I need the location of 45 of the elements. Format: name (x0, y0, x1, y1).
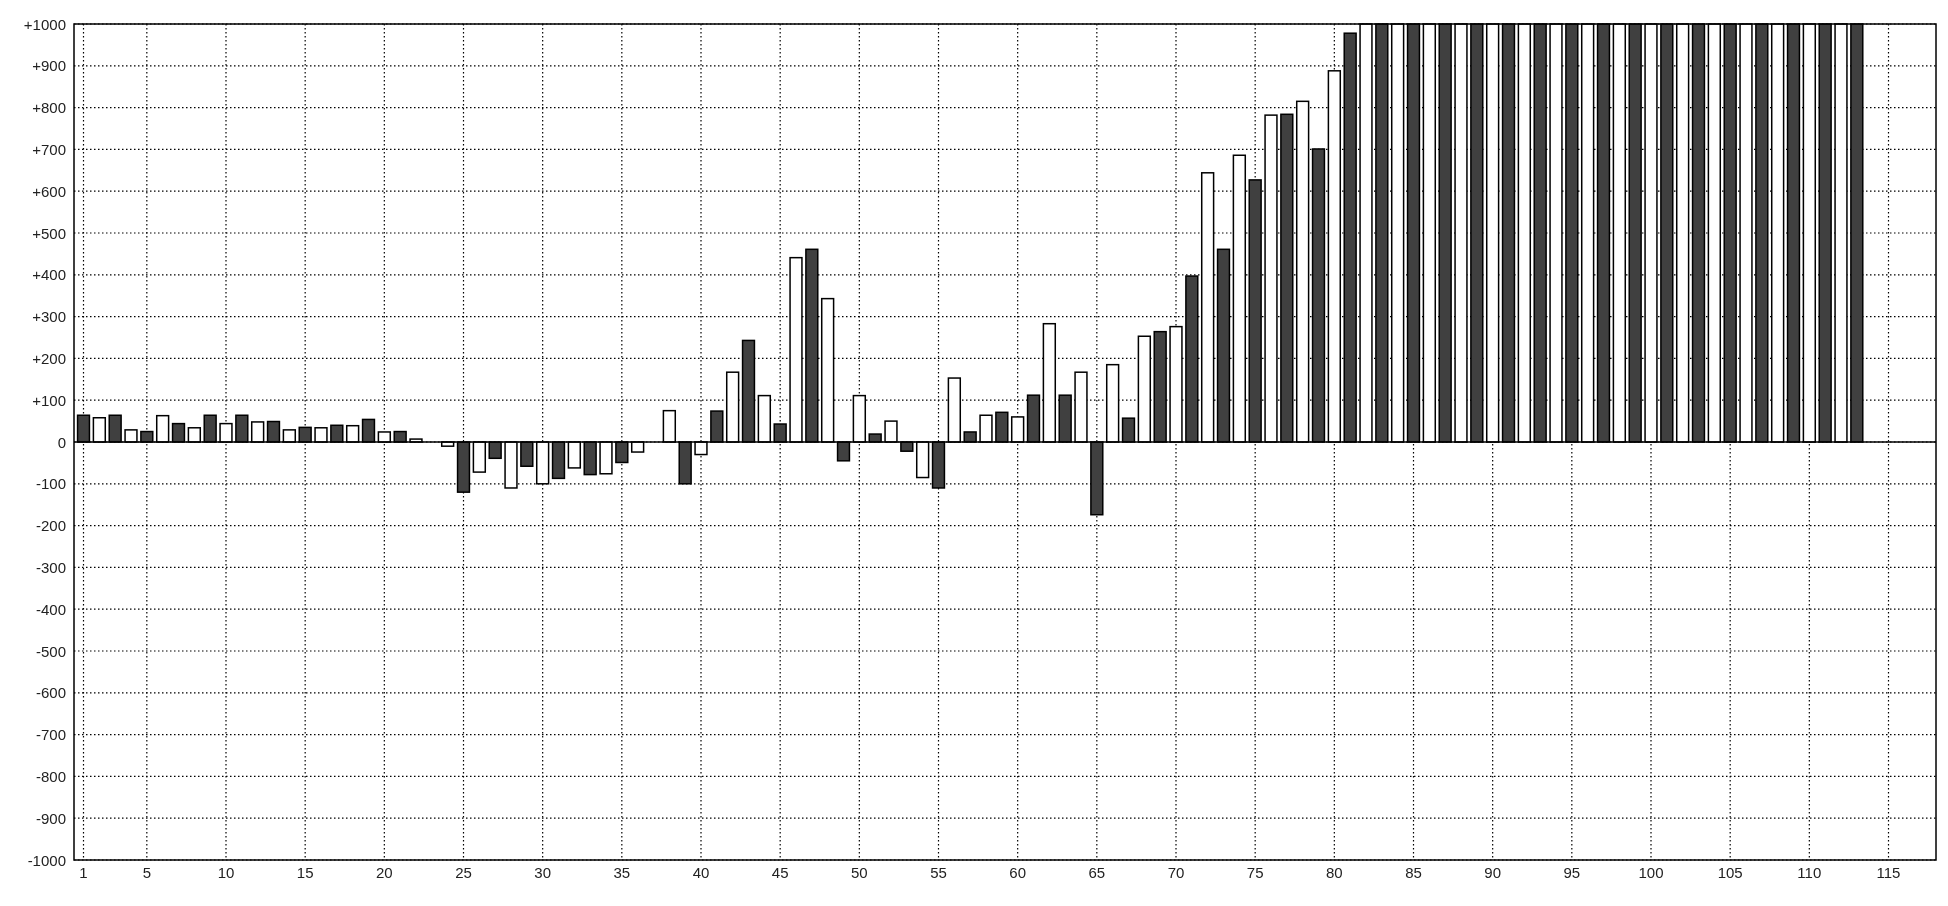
x-tick-label: 15 (296, 864, 314, 881)
y-tick-label: +400 (32, 266, 66, 284)
y-tick-label: -400 (35, 600, 66, 618)
x-tick-label: 85 (1405, 864, 1422, 881)
x-tick-label: 45 (771, 864, 789, 881)
x-tick-label: 110 (1797, 864, 1822, 881)
y-tick-label: +600 (32, 182, 66, 200)
y-tick-label: -1000 (27, 851, 66, 869)
y-tick-label: +1000 (23, 15, 66, 33)
y-tick-label: +500 (32, 224, 66, 242)
y-tick-label: 0 (57, 433, 66, 451)
x-tick-label: 10 (217, 864, 235, 881)
x-tick-label: 80 (1325, 864, 1343, 881)
y-tick-label: -100 (35, 475, 66, 493)
y-tick-label: -300 (35, 558, 66, 576)
y-tick-label: -600 (35, 684, 66, 702)
x-tick-label: 1 (79, 864, 88, 881)
x-tick-label: 70 (1167, 864, 1185, 881)
y-tick-label: +900 (32, 57, 66, 75)
y-tick-label: -500 (35, 642, 66, 660)
x-tick-label: 115 (1876, 864, 1901, 881)
x-tick-label: 90 (1484, 864, 1502, 881)
y-tick-label: -800 (35, 767, 66, 785)
x-tick-label: 95 (1563, 864, 1581, 881)
y-tick-label: -200 (35, 517, 66, 535)
x-tick-label: 35 (613, 864, 631, 881)
x-tick-label: 20 (375, 864, 393, 881)
x-tick-label: 60 (1009, 864, 1027, 881)
x-tick-label: 65 (1088, 864, 1106, 881)
x-tick-label: 75 (1246, 864, 1264, 881)
y-tick-label: +700 (32, 140, 66, 158)
y-tick-label: +800 (32, 99, 66, 117)
x-tick-label: 25 (455, 864, 472, 881)
y-tick-label: -700 (35, 726, 66, 744)
x-tick-label: 5 (142, 864, 152, 881)
x-tick-label: 50 (850, 864, 868, 881)
x-tick-label: 105 (1717, 864, 1743, 881)
y-tick-label: +100 (32, 391, 66, 409)
y-tick-label: +300 (32, 308, 66, 326)
x-tick-label: 100 (1638, 864, 1664, 881)
x-tick-label: 30 (534, 864, 552, 881)
y-tick-label: +200 (32, 349, 66, 367)
x-tick-label: 55 (930, 864, 947, 881)
y-tick-label: -900 (35, 809, 66, 827)
x-tick-label: 40 (692, 864, 710, 881)
